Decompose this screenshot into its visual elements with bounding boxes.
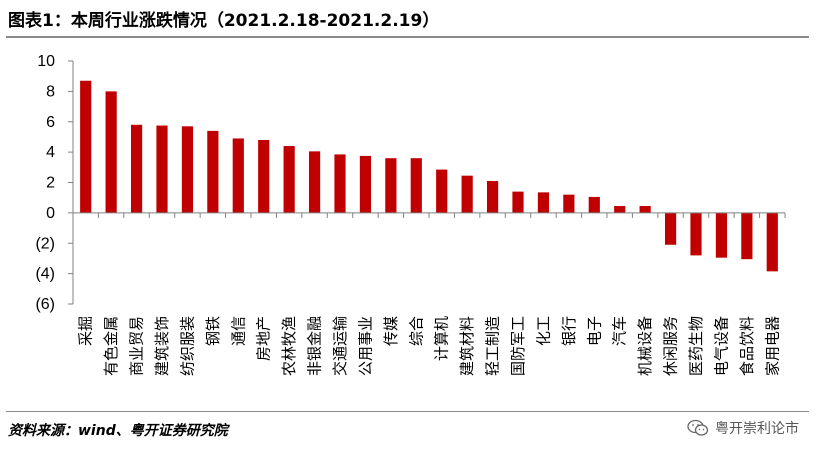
bar (308, 151, 321, 213)
source-note: 资料来源：wind、粤开证券研究院 (8, 423, 228, 439)
bar (359, 155, 372, 213)
category-label: 食品饮料 (738, 316, 756, 376)
y-tick-label: (2) (35, 235, 55, 252)
bar (715, 212, 728, 258)
y-tick-label: 2 (46, 175, 55, 192)
category-label: 国防军工 (509, 316, 527, 376)
y-tick-label: 10 (37, 53, 55, 70)
bar (232, 138, 244, 213)
bar (690, 212, 702, 256)
category-label: 汽车 (611, 316, 629, 346)
y-tick-label: 0 (46, 205, 55, 222)
category-label: 商业贸易 (128, 316, 146, 376)
bar (385, 158, 397, 213)
category-label: 轻工制造 (484, 316, 502, 376)
wechat-icon (687, 419, 709, 436)
bar (258, 139, 270, 213)
watermark: 粤开崇利论市 (687, 418, 799, 438)
y-tick-label: (4) (35, 266, 55, 283)
bar (614, 206, 626, 213)
bar (766, 212, 778, 272)
footer-divider (6, 411, 809, 412)
category-label: 纺织服装 (178, 316, 196, 376)
category-label: 房地产 (255, 316, 273, 361)
bar (486, 180, 499, 213)
category-label: 建筑装饰 (153, 316, 171, 376)
chart-title: 图表1：本周行业涨跌情况（2021.2.18-2021.2.19） (8, 11, 440, 31)
bar (588, 196, 600, 213)
bar (639, 206, 651, 213)
category-label: 钢铁 (204, 316, 222, 346)
category-label: 医药生物 (687, 316, 705, 376)
title-divider (6, 36, 809, 38)
bar (181, 126, 194, 213)
bar (664, 212, 677, 245)
y-axis: 10 8 6 4 2 0 (2) (4) (6) (35, 53, 74, 313)
category-label: 化工 (534, 316, 552, 346)
category-label: 休闲服务 (662, 316, 680, 376)
bar-chart: 10 8 6 4 2 0 (2) (4) (6) 采掘 有色金属 商业贸易 建筑装饰 纺织服装 钢铁 通信房… (35, 53, 786, 376)
bar (156, 125, 168, 213)
bar (512, 191, 524, 213)
bar (283, 146, 295, 213)
category-label: 家用电器 (763, 316, 781, 376)
category-label: 交通运输 (331, 316, 349, 376)
category-label: 有色金属 (102, 316, 120, 376)
category-labels: 采掘 有色金属 商业贸易 建筑装饰 纺织服装 钢铁 通信 房地产 农林牧渔 非银金融 交通运输 公用事… (77, 316, 782, 376)
bar (207, 130, 219, 213)
category-label: 银行 (560, 316, 578, 346)
category-label: 电气设备 (712, 316, 730, 376)
category-label: 电子 (585, 316, 603, 346)
category-label: 建筑材料 (458, 316, 476, 376)
bars-group (80, 80, 778, 272)
category-label: 计算机 (433, 316, 451, 361)
category-label: 通信 (229, 316, 247, 346)
x-axis (72, 212, 786, 218)
bar (334, 154, 346, 213)
bar (461, 175, 473, 213)
y-tick-label: 8 (46, 83, 55, 100)
bar (130, 124, 143, 213)
bar (436, 169, 448, 213)
bar (563, 194, 575, 213)
category-label: 农林牧渔 (280, 316, 298, 376)
category-label: 机械设备 (636, 316, 654, 376)
category-label: 传媒 (382, 316, 400, 346)
y-tick-label: (6) (35, 296, 55, 313)
bar (410, 158, 422, 213)
category-label: 公用事业 (356, 316, 374, 376)
category-label: 采掘 (77, 316, 95, 346)
watermark-text: 粤开崇利论市 (715, 421, 799, 437)
bar (105, 91, 117, 213)
category-label: 非银金融 (306, 316, 324, 376)
category-label: 综合 (407, 316, 425, 346)
bar (80, 80, 92, 213)
bar (537, 192, 550, 213)
y-tick-label: 6 (46, 114, 55, 131)
bar (741, 212, 753, 260)
y-tick-label: 4 (46, 144, 55, 161)
